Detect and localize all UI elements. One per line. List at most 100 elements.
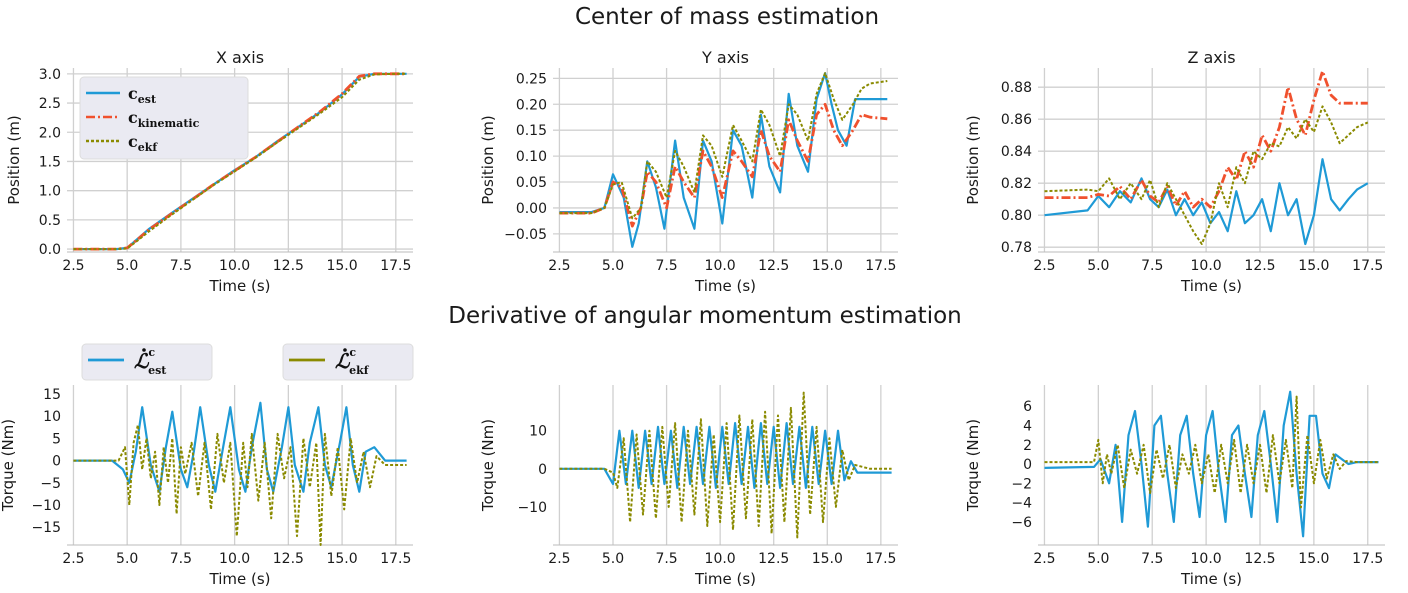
y-tick-label: 15 bbox=[43, 387, 61, 403]
x-tick-label: 17.5 bbox=[380, 551, 411, 567]
x-tick-label: 15.0 bbox=[1298, 258, 1329, 274]
y-tick-label: 0.80 bbox=[1001, 208, 1032, 224]
x-tick-label: 17.5 bbox=[1352, 258, 1383, 274]
series-line-c_kinematic bbox=[559, 102, 888, 228]
x-tick-label: 5.0 bbox=[116, 551, 138, 567]
x-tick-label: 10.0 bbox=[705, 258, 736, 274]
series-line-c_kinematic bbox=[73, 72, 407, 251]
series-line-Ldot_ekf bbox=[73, 424, 407, 546]
y-tick-label: 5 bbox=[52, 431, 61, 447]
x-tick-label: 5.0 bbox=[602, 258, 624, 274]
y-tick-label: 10 bbox=[43, 409, 61, 425]
y-tick-label: −10 bbox=[31, 498, 61, 514]
y-tick-label: 0.88 bbox=[1001, 80, 1032, 96]
y-tick-label: 0.10 bbox=[516, 149, 547, 165]
legend-top-box bbox=[79, 76, 249, 160]
x-tick-label: 2.5 bbox=[548, 551, 570, 567]
y-tick-label: 0.5 bbox=[39, 213, 61, 229]
x-tick-label: 10.0 bbox=[1191, 551, 1222, 567]
legend-label: cekf bbox=[128, 132, 158, 154]
y-tick-label: 2.5 bbox=[39, 96, 61, 112]
series-line-Ldot_est bbox=[73, 401, 407, 493]
series-line-c_kinematic bbox=[1044, 69, 1368, 209]
x-tick-label: 10.0 bbox=[705, 551, 736, 567]
x-tick-label: 17.5 bbox=[865, 258, 896, 274]
x-tick-label: 7.5 bbox=[655, 258, 677, 274]
legend-label: ℒc ekf bbox=[335, 346, 370, 377]
y-tick-label: −15 bbox=[31, 520, 61, 536]
x-axis-label: Time (s) bbox=[1180, 570, 1242, 588]
series-line-Ldot_ekf bbox=[559, 391, 892, 539]
x-axis-label: Time (s) bbox=[694, 277, 756, 295]
y-tick-label: 1.0 bbox=[39, 184, 61, 200]
series-line-Ldot_est bbox=[559, 422, 892, 489]
y-tick-label: 0.05 bbox=[516, 175, 547, 191]
x-tick-label: 2.5 bbox=[548, 258, 570, 274]
x-tick-label: 15.0 bbox=[326, 258, 357, 274]
y-tick-label: 0.86 bbox=[1001, 112, 1032, 128]
x-tick-label: 15.0 bbox=[812, 551, 843, 567]
x-axis-label: Time (s) bbox=[1180, 277, 1242, 295]
x-tick-label: 2.5 bbox=[1033, 258, 1055, 274]
y-axis-label: Torque (Nm) bbox=[964, 419, 982, 512]
x-tick-label: 2.5 bbox=[62, 258, 84, 274]
x-tick-label: 17.5 bbox=[865, 551, 896, 567]
y-axis-label: Position (m) bbox=[964, 115, 982, 205]
y-tick-label: −4 bbox=[1011, 496, 1032, 512]
y-tick-label: −6 bbox=[1011, 515, 1032, 531]
x-tick-label: 5.0 bbox=[1087, 258, 1109, 274]
y-tick-label: 1.5 bbox=[39, 154, 61, 170]
legend-bottom-est: ℒc est bbox=[81, 343, 213, 381]
derivative-dot bbox=[343, 348, 347, 352]
y-tick-label: 4 bbox=[1023, 418, 1032, 434]
y-tick-label: −10 bbox=[517, 500, 547, 516]
x-tick-label: 7.5 bbox=[655, 551, 677, 567]
y-tick-label: 0.78 bbox=[1001, 240, 1032, 256]
x-tick-label: 7.5 bbox=[1141, 258, 1163, 274]
x-axis-label: Time (s) bbox=[209, 277, 271, 295]
y-tick-label: 0.15 bbox=[516, 123, 547, 139]
y-tick-label: 0.82 bbox=[1001, 176, 1032, 192]
panel-2: 2.5 5.0 7.5 10.0 12.5 15.0 17.5 −0.05 0.00 0.05 0.… bbox=[479, 48, 898, 295]
y-tick-label: 6 bbox=[1023, 399, 1032, 415]
series-line-Ldot_ekf bbox=[1044, 395, 1379, 509]
legend-label: ckinematic bbox=[128, 108, 200, 130]
y-tick-label: −2 bbox=[1011, 476, 1032, 492]
series-line-c_ekf bbox=[1044, 105, 1369, 245]
x-axis-label: Time (s) bbox=[694, 570, 756, 588]
x-tick-label: 10.0 bbox=[1191, 258, 1222, 274]
x-tick-label: 17.5 bbox=[1352, 551, 1383, 567]
y-tick-label: 0.00 bbox=[516, 201, 547, 217]
y-tick-label: 3.0 bbox=[39, 67, 61, 83]
x-tick-label: 10.0 bbox=[219, 258, 250, 274]
y-tick-label: 2.0 bbox=[39, 125, 61, 141]
series-line-c_est bbox=[559, 72, 888, 248]
y-tick-label: 0 bbox=[1023, 457, 1032, 473]
y-tick-label: 2 bbox=[1023, 438, 1032, 454]
x-tick-label: 2.5 bbox=[62, 551, 84, 567]
y-axis-label: Torque (Nm) bbox=[0, 419, 17, 512]
panel-title: Y axis bbox=[701, 48, 749, 67]
x-tick-label: 12.5 bbox=[273, 551, 304, 567]
legend-bottom-box bbox=[81, 343, 213, 381]
series-line-c_ekf bbox=[73, 72, 407, 251]
x-tick-label: 10.0 bbox=[219, 551, 250, 567]
x-tick-label: 12.5 bbox=[758, 258, 789, 274]
top-suptitle: Center of mass estimation bbox=[575, 4, 879, 30]
panels: 2.5 5.0 7.5 10.0 12.5 15.0 17.5 0.0 0.5 1.0 1.5 2.0… bbox=[0, 48, 1385, 588]
x-tick-label: 15.0 bbox=[812, 258, 843, 274]
x-tick-label: 12.5 bbox=[273, 258, 304, 274]
legend-bottom-box bbox=[282, 343, 414, 381]
panel-6: 2.5 5.0 7.5 10.0 12.5 15.0 17.5 −6 −4 −2 0 2 4 6 Time … bbox=[964, 385, 1385, 588]
y-tick-label: 0 bbox=[538, 462, 547, 478]
series-line-Ldot_est bbox=[1044, 390, 1379, 538]
x-tick-label: 5.0 bbox=[1087, 551, 1109, 567]
panel-4: 2.5 5.0 7.5 10.0 12.5 15.0 17.5 −15 −10 −5 0 5 10 15 T… bbox=[0, 385, 413, 588]
y-tick-label: 0.25 bbox=[516, 71, 547, 87]
y-tick-label: 0.84 bbox=[1001, 144, 1032, 160]
y-tick-label: 0.0 bbox=[39, 242, 61, 258]
x-tick-label: 7.5 bbox=[1141, 551, 1163, 567]
x-tick-label: 12.5 bbox=[758, 551, 789, 567]
